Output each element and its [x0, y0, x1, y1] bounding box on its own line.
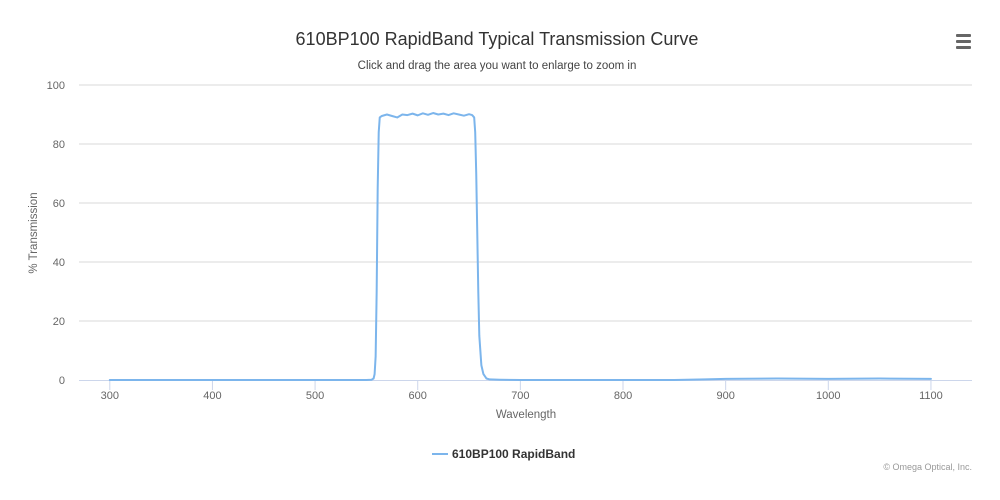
- x-tick-label: 700: [511, 390, 529, 402]
- x-tick-label: 1100: [919, 390, 943, 402]
- x-tick-label: 800: [614, 390, 632, 402]
- y-tick-label: 0: [59, 375, 65, 387]
- x-tick-label: 900: [716, 390, 734, 402]
- y-tick-label: 60: [53, 198, 65, 210]
- legend-item[interactable]: 610BP100 RapidBand: [432, 447, 575, 461]
- hamburger-menu-icon-bar: [955, 39, 971, 43]
- y-tick-label: 80: [53, 139, 65, 151]
- x-ticks: [109, 380, 932, 390]
- credits[interactable]: © Omega Optical, Inc.: [883, 462, 972, 472]
- x-tick-labels: 300 400 500 600 700 800 900 1000 1100: [101, 390, 943, 402]
- hamburger-menu-icon-bar: [955, 45, 971, 49]
- y-tick-label: 100: [47, 80, 65, 92]
- series-line-610bp100-rapidband[interactable]: [108, 112, 932, 381]
- grid-lines: [79, 84, 972, 322]
- chart-title: 610BP100 RapidBand Typical Transmission …: [296, 29, 699, 49]
- x-tick-label: 300: [101, 390, 119, 402]
- hamburger-menu-icon: [955, 33, 971, 37]
- context-menu-button[interactable]: [948, 26, 978, 56]
- y-axis-title: % Transmission: [28, 192, 40, 273]
- legend-label: 610BP100 RapidBand: [452, 447, 575, 461]
- x-tick-label: 500: [306, 390, 324, 402]
- x-tick-label: 600: [409, 390, 427, 402]
- chart-subtitle: Click and drag the area you want to enla…: [358, 60, 637, 72]
- y-tick-label: 40: [53, 257, 65, 269]
- y-tick-labels: 0 20 40 60 80 100: [47, 80, 65, 387]
- x-axis-title: Wavelength: [496, 409, 556, 421]
- x-tick-label: 400: [203, 390, 221, 402]
- y-tick-label: 20: [53, 316, 65, 328]
- x-tick-label: 1000: [816, 390, 840, 402]
